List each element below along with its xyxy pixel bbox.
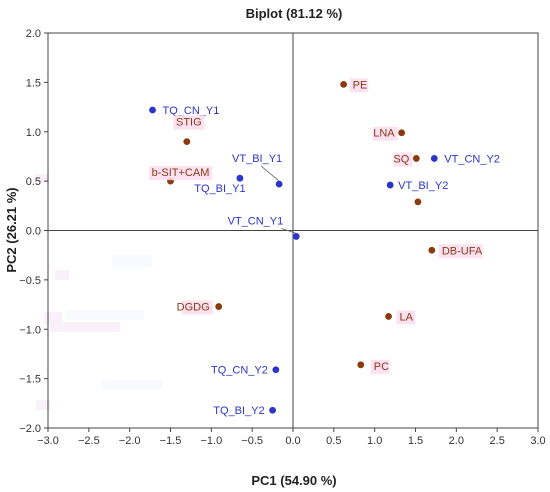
x-tick-label: −2.0	[119, 435, 141, 447]
y-tick-label: −2.0	[19, 423, 41, 435]
variable-label-highlight	[438, 244, 483, 259]
variable-label-highlight	[149, 166, 212, 181]
variable-point-lna	[398, 129, 406, 137]
y-tick-label: −1.5	[19, 374, 41, 386]
y-tick-label: 1.0	[26, 127, 41, 139]
x-tick-label: −1.5	[160, 435, 182, 447]
x-axis-title: PC1 (54.90 %)	[251, 473, 336, 488]
observation-label-vt-cn-y1: VT_CN_Y1	[228, 215, 284, 227]
variable-label-highlight	[372, 126, 398, 141]
variable-point-unlabeled	[414, 198, 422, 206]
variable-label-highlight	[181, 300, 213, 315]
x-tick-label: 3.0	[530, 435, 545, 447]
chart-title: Biplot (81.12 %)	[246, 6, 343, 21]
variable-label-highlight	[173, 115, 205, 130]
variable-label-highlight	[393, 152, 413, 167]
variable-point-db-ufa	[428, 246, 436, 254]
observation-label-tq-bi-y1: TQ_BI_Y1	[194, 183, 245, 195]
x-tick-label: 0.5	[326, 435, 341, 447]
variable-point-dgdg	[215, 303, 223, 310]
x-tick-label: 0.0	[285, 435, 300, 447]
observation-point-tq-bi-y1	[236, 174, 244, 182]
y-tick-label: 0.0	[26, 226, 41, 238]
ghost-highlights	[35, 174, 162, 410]
variable-label-highlight	[370, 359, 390, 374]
variable-label-db-ufa: DB-UFA	[442, 245, 483, 257]
x-tick-label: 1.5	[408, 435, 423, 447]
variable-point-pc	[357, 361, 365, 369]
x-tick-label: −2.5	[78, 435, 100, 447]
y-tick-label: 0.5	[26, 176, 41, 188]
variable-label-b-sit-cam: b-SIT+CAM	[152, 167, 210, 179]
observation-label-vt-cn-y2: VT_CN_Y2	[444, 153, 500, 165]
observation-point-vt-bi-y1	[275, 180, 283, 188]
observation-label-tq-cn-y1: TQ_CN_Y1	[163, 105, 220, 117]
variable-label-sq: SQ	[393, 153, 409, 165]
variable-point-sq	[412, 155, 420, 162]
label-leader-line	[260, 165, 280, 182]
x-tick-label: 2.5	[490, 435, 505, 447]
variable-label-dgdg: DGDG	[177, 302, 210, 314]
x-tick-label: 1.0	[367, 435, 382, 447]
y-tick-label: 1.5	[26, 77, 41, 89]
y-axis-title: PC2 (26.21 %)	[4, 187, 19, 272]
variable-label-la: LA	[400, 311, 414, 323]
plot-border	[47, 32, 539, 429]
variable-label-highlight	[349, 78, 369, 93]
y-tick-label: 2.0	[26, 28, 41, 40]
x-tick-label: −3.0	[37, 435, 59, 447]
label-leader-line	[281, 228, 297, 234]
y-tick-label: −0.5	[19, 275, 41, 287]
variable-label-stig: STIG	[176, 117, 202, 129]
observation-label-tq-bi-y2: TQ_BI_Y2	[213, 405, 264, 417]
observation-label-tq-cn-y2: TQ_CN_Y2	[211, 365, 268, 377]
variable-point-stig	[183, 138, 191, 146]
variable-label-pe: PE	[353, 79, 368, 91]
plot-area: −3.0 −2.5 −2.0 −1.5 −1.0 −0.5 0.0 0.5 1.0 1.5 2.0 2…	[19, 28, 545, 447]
observation-point-vt-cn-y2	[430, 155, 438, 162]
observation-label-vt-bi-y1: VT_BI_Y1	[232, 153, 282, 165]
observation-point-tq-bi-y2	[269, 406, 276, 414]
variable-label-lna: LNA	[373, 128, 395, 140]
observation-label-vt-bi-y2: VT_BI_Y2	[398, 180, 448, 192]
variable-point-pe	[340, 80, 348, 88]
observation-point-vt-bi-y2	[386, 181, 394, 189]
observation-point-tq-cn-y2	[272, 366, 280, 374]
x-tick-label: 2.0	[449, 435, 464, 447]
x-tick-label: −1.0	[200, 435, 222, 447]
x-tick-label: −0.5	[241, 435, 263, 447]
variable-label-highlight	[396, 310, 416, 325]
variable-point-la	[385, 313, 392, 320]
variable-label-pc: PC	[374, 361, 389, 373]
y-tick-label: −1.0	[19, 324, 41, 336]
observation-point-vt-cn-y1	[292, 233, 300, 240]
observation-point-tq-cn-y1	[149, 106, 156, 114]
